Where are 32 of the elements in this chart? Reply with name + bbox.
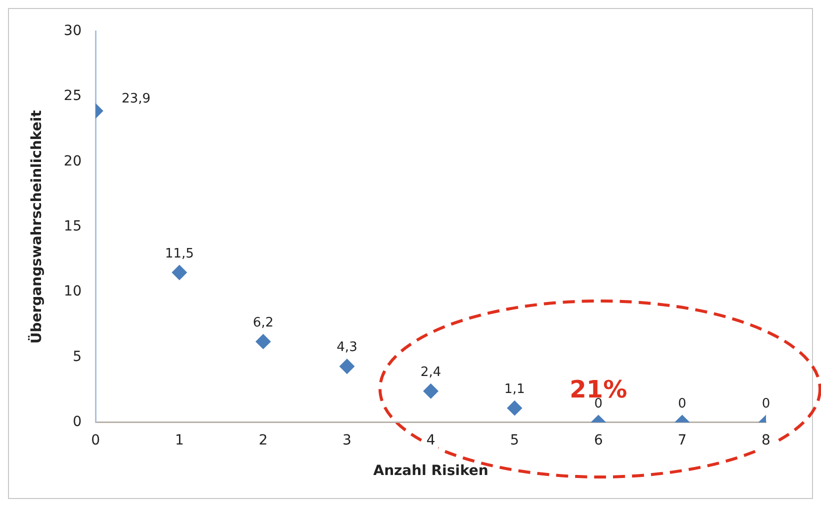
- y-tick-label: 5: [72, 348, 82, 365]
- point: [172, 265, 187, 280]
- y-tick-label: 30: [64, 23, 82, 40]
- y-tick-label: 20: [64, 153, 82, 170]
- point: [507, 400, 522, 416]
- y-tick-label: 0: [72, 414, 82, 430]
- y-tick-label: 25: [64, 88, 82, 104]
- x-tick-label: 4: [426, 432, 436, 448]
- x-axis-title: Anzahl Risiken: [373, 463, 488, 480]
- data-label: 0: [594, 396, 603, 412]
- point: [423, 384, 438, 399]
- y-tick-label: 10: [64, 284, 82, 300]
- data-label: 0: [762, 396, 770, 412]
- x-tick-label: 0: [91, 432, 100, 448]
- x-tick-label: 8: [762, 432, 770, 448]
- x-tick-label: 3: [342, 432, 352, 448]
- point: [256, 334, 271, 350]
- data-label: 11,5: [164, 246, 194, 262]
- x-tick-label: 7: [678, 432, 687, 448]
- data-label: 4,3: [336, 340, 358, 356]
- x-tick-label: 2: [258, 432, 268, 448]
- point: [340, 358, 355, 374]
- data-label: 2,4: [420, 364, 442, 380]
- x-tick-label: 1: [174, 432, 184, 448]
- y-axis-title: Übergangswahrscheinlichkeit: [28, 110, 46, 344]
- data-label: 23,9: [122, 91, 151, 106]
- data-label: 6,2: [252, 315, 274, 330]
- data-label: 1,1: [504, 382, 525, 397]
- x-tick-label: 6: [594, 432, 603, 448]
- data-label: 0: [678, 396, 686, 412]
- x-tick-label: 5: [510, 432, 520, 448]
- y-tick-label: 15: [64, 218, 82, 235]
